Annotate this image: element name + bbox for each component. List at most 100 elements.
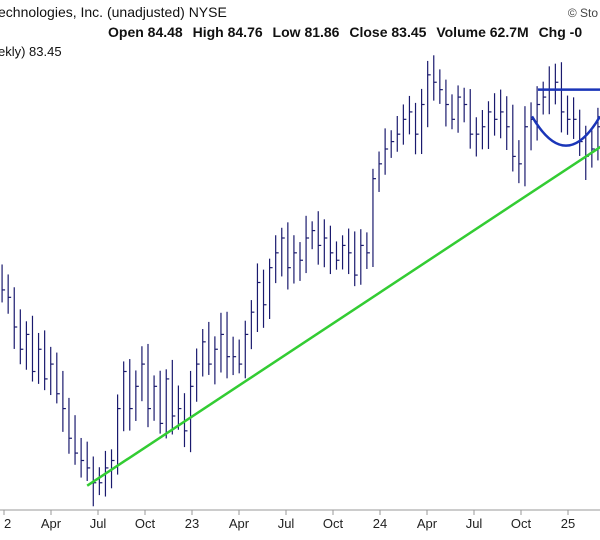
price-bar: [7, 274, 12, 314]
low-readout: Low 81.86: [272, 24, 340, 40]
x-axis-tick-label: Jul: [90, 516, 107, 531]
price-bar: [123, 361, 127, 432]
price-bar: [506, 96, 510, 150]
price-bar: [354, 231, 358, 287]
price-bar: [518, 140, 522, 184]
chart-title: echnologies, Inc. (unadjusted) NYSE: [0, 4, 227, 20]
price-bar: [487, 101, 492, 149]
price-bar: [19, 309, 24, 365]
price-bar: [341, 235, 346, 270]
x-axis-tick-label: Oct: [511, 516, 532, 531]
price-bar: [25, 321, 30, 370]
open-readout: Open 84.48: [108, 24, 183, 40]
price-bar: [196, 348, 200, 402]
price-bar: [202, 329, 206, 377]
price-bar: [62, 370, 66, 432]
watermark-text: © Sto: [567, 6, 598, 20]
company-name: echnologies, Inc. (unadjusted): [0, 4, 185, 20]
price-bar: [250, 300, 255, 350]
price-bar: [463, 87, 468, 123]
price-bar: [299, 242, 303, 281]
cup-pattern: [530, 115, 600, 147]
price-bar: [129, 359, 133, 431]
x-axis-tick-label: Jul: [278, 516, 295, 531]
price-bar: [281, 227, 285, 277]
price-bar: [31, 315, 36, 382]
close-readout: Close 83.45: [349, 24, 427, 40]
price-bar: [165, 369, 170, 439]
price-bar: [80, 437, 85, 478]
price-bar: [402, 104, 407, 145]
price-bar: [311, 221, 316, 250]
price-bar: [414, 102, 419, 155]
exchange-label: NYSE: [188, 4, 227, 20]
price-bar: [493, 93, 498, 136]
price-bar: [44, 330, 48, 391]
x-axis-tick-label: 23: [185, 516, 199, 531]
price-bar: [189, 370, 194, 453]
x-axis-tick-label: Apr: [41, 516, 62, 531]
price-bar: [287, 222, 291, 290]
price-bar: [384, 128, 389, 175]
price-bar: [98, 467, 103, 496]
price-bar: [56, 352, 60, 404]
price-bar: [86, 441, 91, 481]
price-bar: [572, 97, 577, 139]
price-bar: [542, 81, 547, 115]
price-bar: [439, 69, 443, 104]
price-bar: [457, 85, 462, 133]
price-bar: [135, 370, 139, 421]
price-bar: [451, 94, 455, 130]
volume-readout: Volume 62.7M: [436, 24, 529, 40]
price-bar: [317, 211, 322, 265]
price-bar: [293, 235, 297, 284]
price-bar: [68, 397, 72, 454]
price-bar: [50, 346, 54, 396]
price-bar: [390, 130, 395, 158]
x-axis-tick-label: Oct: [135, 516, 156, 531]
price-bar: [500, 89, 504, 139]
price-bar: [275, 235, 279, 284]
price-bar: [305, 215, 310, 274]
change-readout: Chg -0: [538, 24, 583, 40]
price-bar: [530, 102, 535, 151]
price-bar: [524, 106, 528, 187]
price-bar: [171, 359, 176, 435]
price-bar: [116, 394, 121, 475]
price-bar: [74, 415, 79, 465]
price-bar: [329, 225, 334, 275]
price-bar: [536, 86, 541, 141]
price-bar: [512, 104, 516, 172]
price-bar: [360, 229, 364, 285]
price-bar: [591, 130, 595, 168]
price-bar: [141, 346, 145, 402]
price-bar: [469, 89, 474, 149]
price-bar: [560, 62, 565, 133]
price-bar: [445, 79, 449, 127]
price-bar: [348, 228, 352, 275]
x-axis-tick-label: 25: [561, 516, 575, 531]
price-bar: [554, 63, 559, 105]
price-bar: [13, 287, 18, 349]
price-bar: [378, 151, 383, 192]
price-bar: [238, 339, 243, 374]
price-bar: [579, 109, 583, 156]
price-bar: [232, 336, 237, 376]
x-axis-labels: 2 Apr Jul Oct 23 Apr Jul Oct 24 Apr Jul Oct 25: [4, 516, 575, 531]
price-bar: [256, 263, 261, 333]
price-bar: [244, 320, 249, 379]
price-bar: [177, 385, 182, 430]
price-bar: [37, 332, 42, 384]
price-bar: [566, 95, 571, 135]
price-bar: [481, 110, 486, 150]
price-bar: [159, 370, 164, 434]
price-bar: [597, 107, 600, 161]
x-axis-tick-label: 2: [4, 516, 11, 531]
price-bar: [372, 168, 376, 268]
price-bar: [208, 321, 212, 375]
price-bar: [396, 116, 401, 152]
price-bar: [427, 60, 431, 128]
price-bar: [214, 336, 218, 385]
trendline: [86, 145, 600, 487]
